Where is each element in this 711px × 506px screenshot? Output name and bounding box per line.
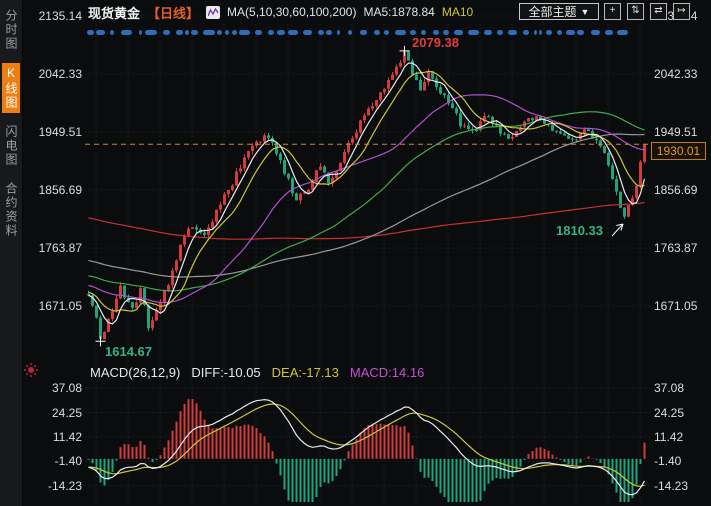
price-axis-label-left: 1671.05 bbox=[38, 299, 82, 313]
macd-axis-label-right: 11.42 bbox=[654, 430, 684, 444]
price-axis-label-right: 1763.87 bbox=[654, 241, 698, 255]
chevron-down-icon: ▼ bbox=[580, 6, 590, 17]
macd-axis-label-left: 37.08 bbox=[51, 381, 82, 395]
macd-dea-value: DEA:-17.13 bbox=[271, 365, 339, 380]
ma5-value-label: MA5:1878.84 bbox=[363, 5, 435, 19]
sidebar-item-time-chart[interactable]: 分时图 bbox=[4, 9, 18, 51]
chart-type-sidebar: 分时图 K线图 闪电图 合约资料 bbox=[0, 0, 23, 506]
chart-header: 现货黄金 【日线】 MA(5,10,30,60,100,200) MA5:187… bbox=[88, 3, 473, 21]
macd-params-label[interactable]: MACD(26,12,9) bbox=[90, 365, 181, 380]
macd-diff-value: DIFF:-10.05 bbox=[191, 365, 261, 380]
indicator-settings-gear-icon[interactable] bbox=[28, 367, 34, 373]
theme-dropdown[interactable]: 全部主题 ▼ bbox=[519, 3, 599, 20]
price-axis-label-left: 1763.87 bbox=[38, 241, 82, 255]
sidebar-item-contract-info[interactable]: 合约资料 bbox=[4, 182, 18, 238]
price-axis-label-left: 1949.51 bbox=[38, 125, 82, 139]
macd-axis-label-right: -1.40 bbox=[654, 454, 682, 468]
macd-axis-label-right: 24.25 bbox=[654, 406, 685, 420]
macd-header: MACD(26,12,9) DIFF:-10.05 DEA:-17.13 MAC… bbox=[90, 365, 424, 380]
macd-axis-label-left: 11.42 bbox=[52, 430, 82, 444]
sidebar-item-lightning-chart[interactable]: 闪电图 bbox=[4, 125, 18, 167]
zoom-vertical-icon[interactable]: ⇅ bbox=[627, 3, 644, 20]
price-axis-label-left: 1856.69 bbox=[38, 183, 82, 197]
zoom-horizontal-icon[interactable]: ⇄ bbox=[650, 3, 667, 20]
annotation-high-price: 2079.38 bbox=[412, 35, 459, 50]
annotation-recent-low-price: 1810.33 bbox=[556, 223, 603, 238]
price-axis-label-right: 2042.33 bbox=[654, 67, 698, 81]
macd-axis-label-left: -1.40 bbox=[54, 454, 82, 468]
current-price-tag: 1930.01 bbox=[651, 142, 706, 160]
price-axis-label-right: 1949.51 bbox=[654, 125, 698, 139]
macd-axis-label-right: -14.23 bbox=[654, 479, 689, 493]
ma10-value-label: MA10 bbox=[441, 5, 474, 19]
pan-tool-icon[interactable]: + bbox=[604, 3, 621, 20]
price-axis-label-left: 2042.33 bbox=[38, 67, 82, 81]
chart-toolbar: + ⇅ ⇄ ↦ bbox=[604, 3, 690, 20]
macd-axis-label-left: 24.25 bbox=[51, 406, 82, 420]
price-axis-label-left: 2135.14 bbox=[38, 9, 82, 23]
symbol-name: 现货黄金 bbox=[88, 5, 141, 21]
price-axis-label-right: 1671.05 bbox=[654, 299, 698, 313]
theme-dropdown-label: 全部主题 bbox=[528, 5, 577, 19]
price-axis-label-right: 1856.69 bbox=[654, 183, 698, 197]
macd-axis-label-right: 37.08 bbox=[654, 381, 685, 395]
period-label[interactable]: 【日线】 bbox=[147, 5, 200, 21]
macd-axis-label-left: -14.23 bbox=[47, 479, 82, 493]
reset-view-icon[interactable]: ↦ bbox=[673, 3, 690, 20]
sidebar-item-kline-chart[interactable]: K线图 bbox=[2, 63, 20, 113]
macd-macd-value: MACD:14.16 bbox=[349, 365, 425, 380]
ma-settings-label[interactable]: MA(5,10,30,60,100,200) bbox=[227, 5, 357, 19]
ma-legend-icon[interactable] bbox=[206, 5, 221, 19]
annotation-bottom-price: 1614.67 bbox=[105, 344, 152, 359]
